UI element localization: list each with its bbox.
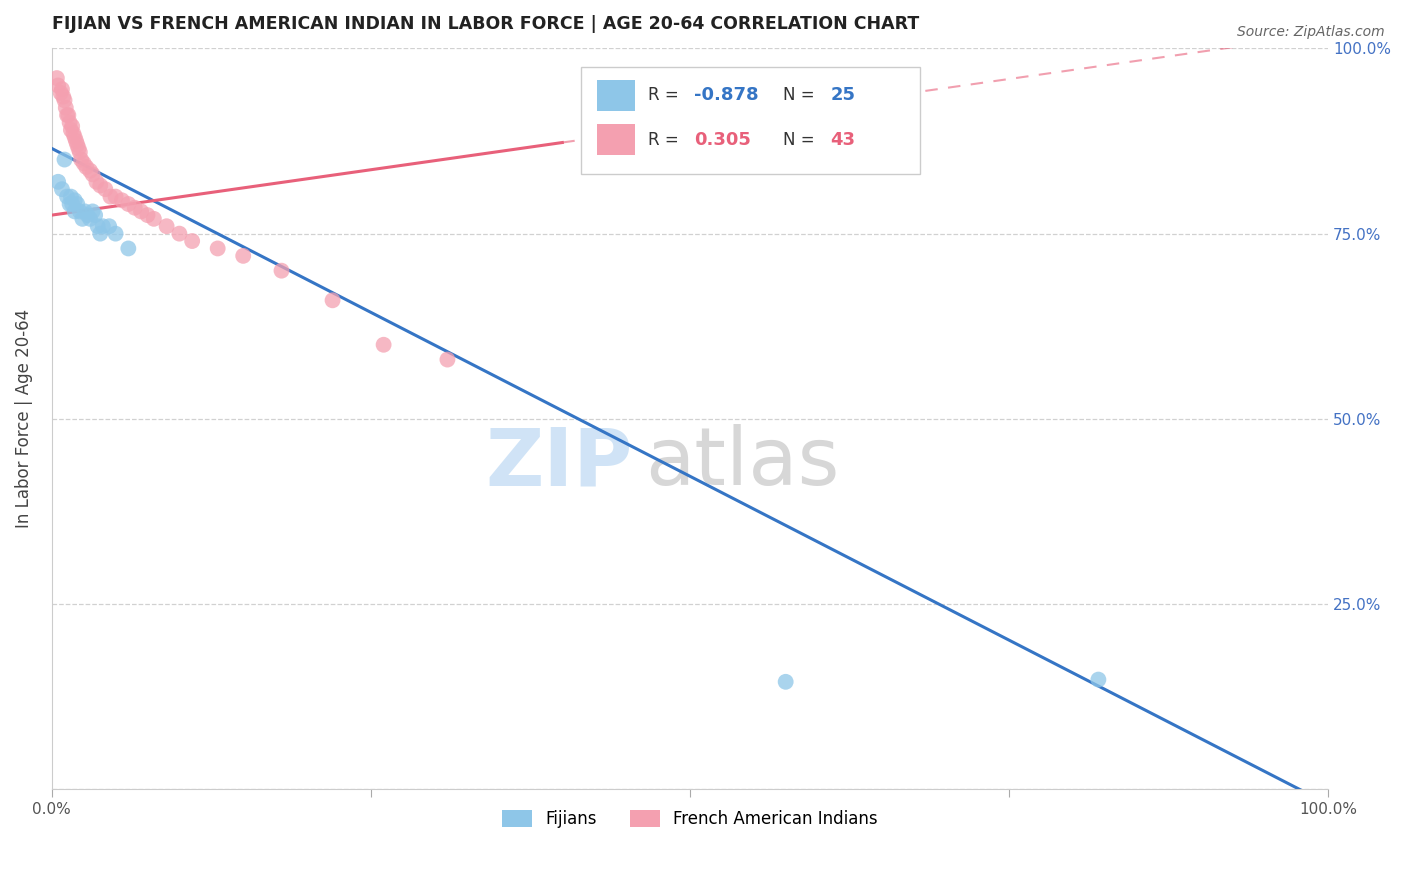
Point <box>142 211 165 226</box>
Point <box>73 156 96 170</box>
Point <box>59 197 82 211</box>
Point <box>129 204 152 219</box>
Point <box>56 189 79 203</box>
Text: atlas: atlas <box>645 425 839 502</box>
Point <box>66 197 89 211</box>
Point <box>100 189 122 203</box>
Point <box>59 115 82 129</box>
Point <box>51 82 73 96</box>
Point <box>45 71 67 86</box>
Y-axis label: In Labor Force | Age 20-64: In Labor Force | Age 20-64 <box>15 310 32 528</box>
Text: N =: N = <box>783 87 820 104</box>
Point <box>104 189 127 203</box>
Point <box>60 197 83 211</box>
Point <box>373 337 395 351</box>
Point <box>63 194 86 208</box>
Point <box>55 101 77 115</box>
Text: R =: R = <box>648 130 683 149</box>
Point <box>82 204 104 219</box>
Point <box>53 93 76 107</box>
Text: Source: ZipAtlas.com: Source: ZipAtlas.com <box>1237 25 1385 39</box>
FancyBboxPatch shape <box>582 67 920 174</box>
Text: R =: R = <box>648 87 683 104</box>
Point <box>53 153 76 167</box>
Point <box>91 219 114 234</box>
Point <box>46 78 69 93</box>
Text: FIJIAN VS FRENCH AMERICAN INDIAN IN LABOR FORCE | AGE 20-64 CORRELATION CHART: FIJIAN VS FRENCH AMERICAN INDIAN IN LABO… <box>52 15 920 33</box>
Point <box>76 208 98 222</box>
Point <box>136 208 159 222</box>
Point <box>89 178 111 193</box>
Point <box>65 134 87 148</box>
Point <box>58 108 80 122</box>
Point <box>89 227 111 241</box>
Point <box>775 674 797 689</box>
Point <box>84 208 107 222</box>
Text: 0.305: 0.305 <box>693 130 751 149</box>
Point <box>94 182 117 196</box>
Point <box>181 234 204 248</box>
Point <box>49 86 72 100</box>
Bar <box>596 79 636 111</box>
Point <box>52 89 75 103</box>
Bar <box>596 124 636 155</box>
Point <box>436 352 458 367</box>
Point <box>86 175 108 189</box>
Point <box>1087 673 1109 687</box>
Point <box>79 163 101 178</box>
Legend: Fijians, French American Indians: Fijians, French American Indians <box>494 802 886 837</box>
Point <box>117 242 139 256</box>
Point <box>66 137 89 152</box>
Point <box>82 167 104 181</box>
Point <box>69 204 91 219</box>
Text: 43: 43 <box>831 130 855 149</box>
Point <box>63 130 86 145</box>
Point <box>111 194 134 208</box>
Point <box>270 263 292 277</box>
Point <box>59 189 82 203</box>
Point <box>70 153 93 167</box>
Point <box>59 123 82 137</box>
Point <box>51 182 73 196</box>
Point <box>104 227 127 241</box>
Point <box>62 127 84 141</box>
Point <box>73 204 96 219</box>
Text: ZIP: ZIP <box>485 425 633 502</box>
Text: N =: N = <box>783 130 820 149</box>
Point <box>124 201 146 215</box>
Point <box>46 175 69 189</box>
Text: 25: 25 <box>831 87 855 104</box>
Point <box>207 242 229 256</box>
Point <box>322 293 344 308</box>
Point <box>56 108 79 122</box>
Point <box>117 197 139 211</box>
Point <box>156 219 179 234</box>
Point <box>60 120 83 134</box>
Point <box>72 211 94 226</box>
Point <box>75 160 97 174</box>
Point <box>67 141 90 155</box>
Point <box>86 219 108 234</box>
Point <box>169 227 191 241</box>
Point <box>232 249 254 263</box>
Point <box>69 145 91 160</box>
Point <box>63 204 86 219</box>
Text: -0.878: -0.878 <box>693 87 758 104</box>
Point <box>79 211 101 226</box>
Point <box>98 219 121 234</box>
